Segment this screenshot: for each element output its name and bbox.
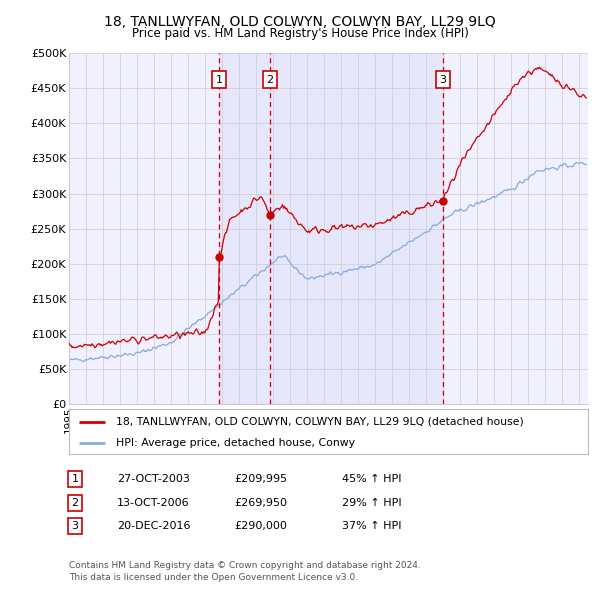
Text: This data is licensed under the Open Government Licence v3.0.: This data is licensed under the Open Gov…: [69, 572, 358, 582]
Text: 2: 2: [266, 75, 273, 85]
Text: HPI: Average price, detached house, Conwy: HPI: Average price, detached house, Conw…: [116, 438, 355, 448]
Text: 29% ↑ HPI: 29% ↑ HPI: [342, 498, 401, 507]
Text: 45% ↑ HPI: 45% ↑ HPI: [342, 474, 401, 484]
Text: 18, TANLLWYFAN, OLD COLWYN, COLWYN BAY, LL29 9LQ (detached house): 18, TANLLWYFAN, OLD COLWYN, COLWYN BAY, …: [116, 417, 523, 427]
Text: £290,000: £290,000: [234, 522, 287, 531]
Text: 1: 1: [215, 75, 223, 85]
Text: 20-DEC-2016: 20-DEC-2016: [117, 522, 191, 531]
Text: 27-OCT-2003: 27-OCT-2003: [117, 474, 190, 484]
Text: 3: 3: [439, 75, 446, 85]
Text: 18, TANLLWYFAN, OLD COLWYN, COLWYN BAY, LL29 9LQ: 18, TANLLWYFAN, OLD COLWYN, COLWYN BAY, …: [104, 15, 496, 29]
Text: 3: 3: [71, 522, 79, 531]
Bar: [269, 53, 443, 404]
Text: £209,995: £209,995: [234, 474, 287, 484]
Text: 37% ↑ HPI: 37% ↑ HPI: [342, 522, 401, 531]
Text: 2: 2: [71, 498, 79, 507]
Text: Price paid vs. HM Land Registry's House Price Index (HPI): Price paid vs. HM Land Registry's House …: [131, 27, 469, 40]
Text: 13-OCT-2006: 13-OCT-2006: [117, 498, 190, 507]
Text: £269,950: £269,950: [234, 498, 287, 507]
Bar: [219, 53, 269, 404]
Text: Contains HM Land Registry data © Crown copyright and database right 2024.: Contains HM Land Registry data © Crown c…: [69, 560, 421, 570]
Text: 1: 1: [71, 474, 79, 484]
